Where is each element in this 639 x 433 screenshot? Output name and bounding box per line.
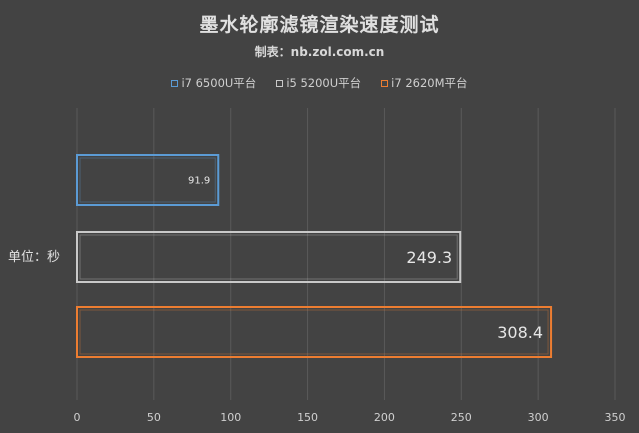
legend-item-i7-6500u: i7 6500U平台: [171, 75, 256, 91]
data-label: 308.4: [497, 323, 543, 342]
legend-label-i7-6500u: i7 6500U平台: [181, 76, 257, 90]
bar: [76, 154, 220, 206]
x-tick-label: 0: [74, 411, 81, 424]
bar-inner-outline: [79, 157, 216, 203]
legend-swatch-i7-6500u: [171, 79, 179, 87]
bar: [76, 306, 553, 358]
legend-swatch-i7-2620m: [381, 79, 389, 87]
y-axis-label: 单位：秒: [8, 250, 60, 265]
legend-item-i7-2620m: i7 2620M平台: [381, 75, 468, 91]
x-tick-label: 200: [374, 411, 395, 424]
x-tick-label: 350: [605, 411, 626, 424]
bar-inner-outline: [79, 234, 458, 280]
bar: [76, 231, 462, 283]
x-tick-label: 50: [147, 411, 161, 424]
legend: i7 6500U平台 i5 5200U平台 i7 2620M平台: [0, 75, 639, 91]
chart-title: 墨水轮廓滤镜渲染速度测试: [199, 14, 440, 36]
data-label: 249.3: [406, 248, 452, 267]
bar-inner-outline: [79, 309, 549, 355]
data-label: 91.9: [188, 176, 210, 187]
x-tick-label: 250: [451, 411, 472, 424]
x-tick-label: 300: [528, 411, 549, 424]
x-tick-label: 150: [297, 411, 318, 424]
legend-label-i7-2620m: i7 2620M平台: [391, 76, 468, 90]
chart-subtitle: 制表：nb.zol.com.cn: [254, 45, 385, 59]
legend-swatch-i5-5200u: [276, 79, 284, 87]
x-tick-label: 100: [220, 411, 241, 424]
legend-item-i5-5200u: i5 5200U平台: [276, 75, 361, 91]
legend-label-i5-5200u: i5 5200U平台: [286, 76, 362, 90]
